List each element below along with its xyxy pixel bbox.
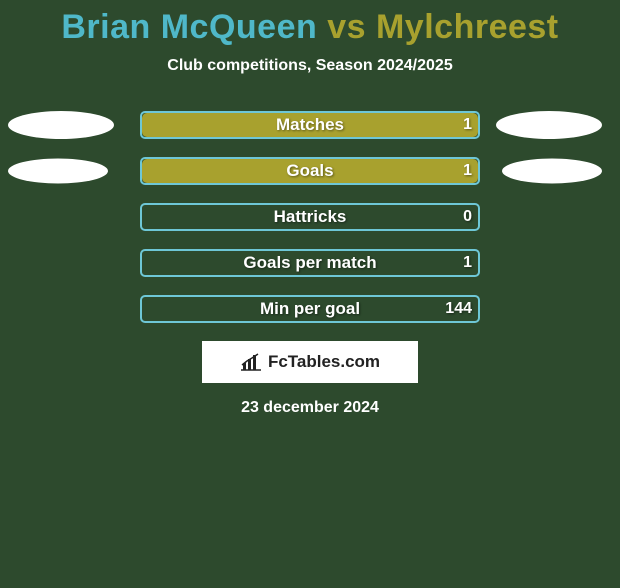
- stat-bar-outline: [140, 203, 480, 231]
- deco-ellipse-left: [8, 159, 108, 184]
- stat-bar-outline: [140, 295, 480, 323]
- page-title: Brian McQueen vs Mylchreest: [0, 8, 620, 47]
- deco-ellipse-right: [502, 159, 602, 184]
- date-line: 23 december 2024: [0, 399, 620, 417]
- stat-row: Goals per match1: [0, 249, 620, 277]
- stat-row: Goals1: [0, 157, 620, 185]
- stat-bar-fill: [142, 159, 478, 183]
- deco-ellipse-right: [496, 111, 602, 139]
- stat-bar-fill: [142, 113, 478, 137]
- attribution-badge[interactable]: FcTables.com: [202, 341, 418, 383]
- title-player-b: Mylchreest: [376, 8, 559, 46]
- stat-row: Hattricks0: [0, 203, 620, 231]
- deco-ellipse-left: [8, 111, 114, 139]
- title-player-a: Brian McQueen: [61, 8, 317, 46]
- subtitle: Club competitions, Season 2024/2025: [0, 57, 620, 75]
- comparison-chart: Matches1 Goals1 Hattricks0 Goals per match1…: [0, 111, 620, 323]
- title-vs: vs: [317, 8, 376, 46]
- barchart-icon: [240, 353, 262, 371]
- attribution-text: FcTables.com: [268, 352, 380, 372]
- stat-row: Matches1: [0, 111, 620, 139]
- stat-bar-outline: [140, 249, 480, 277]
- stat-row: Min per goal144: [0, 295, 620, 323]
